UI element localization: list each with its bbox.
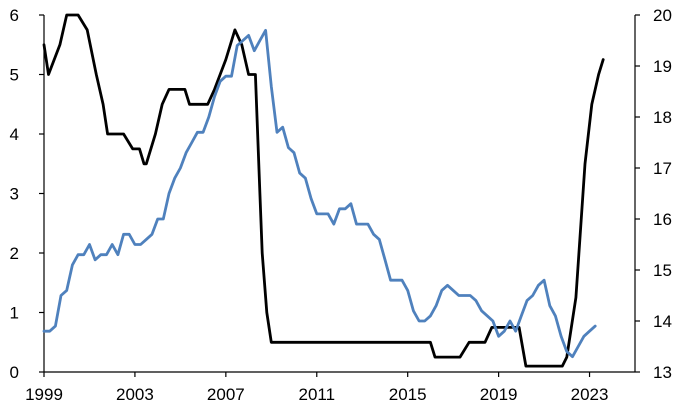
right-tick-label: 13 xyxy=(653,363,672,382)
right-axis-series-line xyxy=(42,28,597,359)
right-tick-label: 20 xyxy=(653,6,672,25)
x-tick-label: 2003 xyxy=(116,385,154,404)
left-tick-label: 6 xyxy=(10,6,19,25)
x-axis: 1999 2003 2007 2011 2015 2019 2023 xyxy=(25,371,635,404)
right-tick-label: 15 xyxy=(653,261,672,280)
right-tick-label: 16 xyxy=(653,210,672,229)
left-y-axis: 0 1 2 3 4 5 6 xyxy=(10,6,45,382)
left-tick-label: 4 xyxy=(10,125,19,144)
right-tick-label: 18 xyxy=(653,108,672,127)
left-tick-label: 5 xyxy=(10,66,19,85)
left-tick-label: 3 xyxy=(10,185,19,204)
series-layer xyxy=(42,13,605,368)
right-y-axis: 13 14 15 16 17 18 19 20 xyxy=(634,6,672,382)
x-tick-label: 1999 xyxy=(25,385,63,404)
x-tick-label: 2007 xyxy=(207,385,245,404)
left-axis-series-line xyxy=(42,13,605,368)
right-tick-label: 19 xyxy=(653,57,672,76)
left-tick-label: 0 xyxy=(10,363,19,382)
x-tick-label: 2019 xyxy=(480,385,518,404)
right-tick-label: 17 xyxy=(653,159,672,178)
left-tick-label: 2 xyxy=(10,244,19,263)
x-tick-label: 2011 xyxy=(298,385,335,404)
right-tick-label: 14 xyxy=(653,312,672,331)
left-tick-label: 1 xyxy=(10,304,19,323)
x-tick-label: 2015 xyxy=(389,385,427,404)
x-tick-label: 2023 xyxy=(571,385,609,404)
